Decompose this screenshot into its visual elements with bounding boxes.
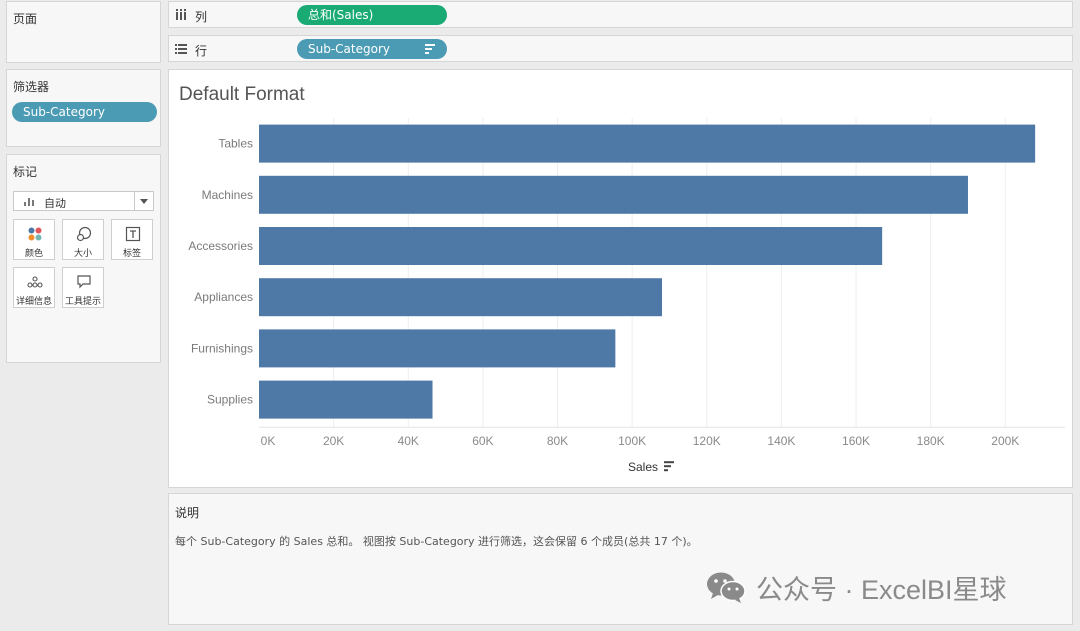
detail-label: 详细信息 [15, 297, 52, 307]
pages-panel: 页面 [6, 1, 161, 63]
rows-shelf[interactable]: 行 Sub-Category [168, 35, 1073, 62]
size-icon [76, 226, 92, 242]
label-button[interactable]: 标签 [111, 219, 153, 260]
rows-label: 行 [195, 44, 208, 58]
marks-panel: 标记 自动 颜色 大小 标签 详细信息 [6, 154, 161, 363]
chart-panel: Default Format Tables Machines Accessories… [168, 69, 1073, 488]
x-tick-label: 120K [693, 434, 721, 448]
chart-title: Default Format [179, 84, 305, 105]
tooltip-label: 工具提示 [64, 297, 101, 307]
color-button[interactable]: 颜色 [13, 219, 55, 260]
chevron-down-icon[interactable] [134, 192, 153, 210]
bar [259, 227, 883, 265]
columns-shelf[interactable]: 列 总和(Sales) [168, 1, 1073, 28]
color-label: 颜色 [24, 249, 43, 259]
x-tick-label: 40K [398, 434, 419, 448]
tooltip-button[interactable]: 工具提示 [62, 267, 104, 308]
filters-panel: 筛选器 Sub-Category [6, 69, 161, 147]
category-label: Accessories [188, 239, 253, 253]
category-label: Supplies [207, 393, 253, 407]
filters-title: 筛选器 [13, 80, 50, 94]
sort-icon [664, 465, 671, 468]
category-label: Appliances [194, 290, 253, 304]
x-tick-label: 80K [547, 434, 568, 448]
pages-title: 页面 [13, 12, 38, 26]
tooltip-icon [77, 275, 91, 289]
size-label: 大小 [73, 249, 92, 259]
category-label: Machines [202, 188, 253, 202]
columns-pill-sum-sales[interactable]: 总和(Sales) [297, 5, 447, 25]
bar-chart: Tables Machines Accessories Appliances Furni… [188, 118, 1065, 474]
caption-panel: 说明 每个 Sub-Category 的 Sales 总和。 视图按 Sub-C… [168, 493, 1073, 625]
bar [259, 278, 662, 317]
caption-title: 说明 [175, 506, 200, 520]
mark-type-value: 自动 [44, 197, 66, 210]
x-axis-title: Sales [628, 460, 658, 474]
x-tick-label: 180K [917, 434, 945, 448]
label-icon [125, 226, 141, 242]
detail-icon [27, 276, 43, 288]
x-tick-label: 20K [323, 434, 344, 448]
marks-title: 标记 [13, 165, 38, 179]
x-tick-label: 0K [261, 434, 276, 448]
watermark: 公众号 · ExcelBI星球 [706, 567, 1007, 607]
wechat-icon [707, 572, 746, 603]
rows-pill-sub-category[interactable]: Sub-Category [297, 39, 447, 59]
x-tick-label: 140K [767, 434, 795, 448]
x-tick-label: 60K [472, 434, 493, 448]
detail-button[interactable]: 详细信息 [13, 267, 55, 308]
category-label: Furnishings [191, 341, 253, 355]
x-tick-label: 160K [842, 434, 870, 448]
mark-type-dropdown[interactable]: 自动 [13, 191, 154, 211]
category-label: Tables [218, 137, 253, 151]
sort-icon [664, 461, 674, 464]
columns-label: 列 [195, 10, 208, 24]
x-tick-label: 200K [991, 434, 1019, 448]
bar-chart-icon [24, 198, 34, 206]
bar [259, 380, 433, 419]
sort-icon[interactable] [425, 44, 435, 54]
caption-text: 每个 Sub-Category 的 Sales 总和。 视图按 Sub-Cate… [175, 535, 698, 548]
color-icon [28, 227, 42, 241]
size-button[interactable]: 大小 [62, 219, 104, 260]
rows-icon [175, 44, 187, 54]
columns-icon [176, 9, 186, 20]
watermark-text: 公众号 · ExcelBI星球 [756, 574, 1007, 605]
bar [259, 175, 968, 214]
x-tick-label: 100K [618, 434, 646, 448]
filter-pill-sub-category[interactable]: Sub-Category [12, 102, 157, 122]
sort-icon [664, 469, 668, 472]
label-label: 标签 [122, 249, 141, 259]
bar [259, 124, 1036, 163]
bar [259, 329, 616, 368]
rows-pill-label: Sub-Category [308, 42, 390, 56]
